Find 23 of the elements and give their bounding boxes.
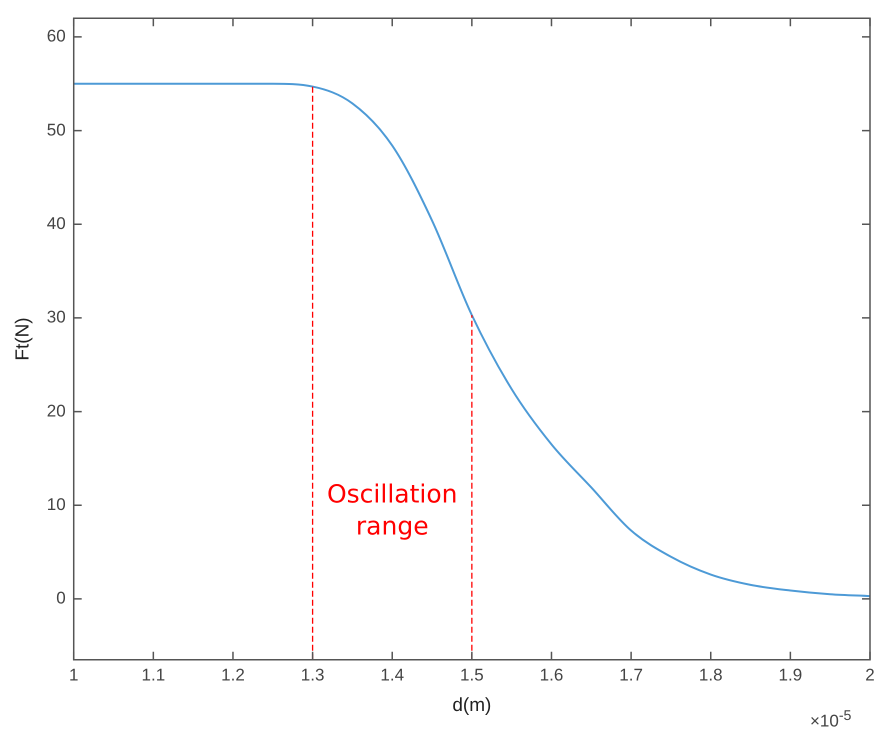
x-tick-label: 2 (865, 666, 875, 685)
y-tick-label: 20 (46, 401, 66, 420)
x-axis-title: d(m) (452, 694, 492, 716)
x-tick-label: 1.3 (300, 666, 324, 685)
x-tick-label: 1 (68, 666, 78, 685)
line-series (74, 82, 870, 598)
x-tick-label: 1.1 (142, 666, 166, 685)
x-tick-label: 1.6 (540, 666, 564, 685)
y-tick-label: 50 (46, 120, 66, 140)
x-tick-label: 1.2 (221, 666, 245, 685)
y-tick-label: 0 (56, 588, 66, 608)
y-tick-label: 60 (46, 26, 66, 46)
y-tick-label: 30 (46, 308, 66, 327)
x-tick-label: 1.8 (698, 666, 723, 685)
y-tick-label: 10 (46, 494, 66, 514)
annotation: Oscillation range (326, 480, 458, 541)
y-tick-label: 40 (46, 214, 66, 233)
x-tick-label: 1.7 (619, 666, 643, 685)
y-axis-title: Ft(N) (12, 317, 34, 361)
text: ×10$^{-5}$ (810, 708, 852, 732)
x-tick-label: 1.9 (778, 666, 802, 685)
x-tick-label: 1.5 (460, 666, 484, 685)
x-tick-label: 1.4 (380, 666, 404, 685)
